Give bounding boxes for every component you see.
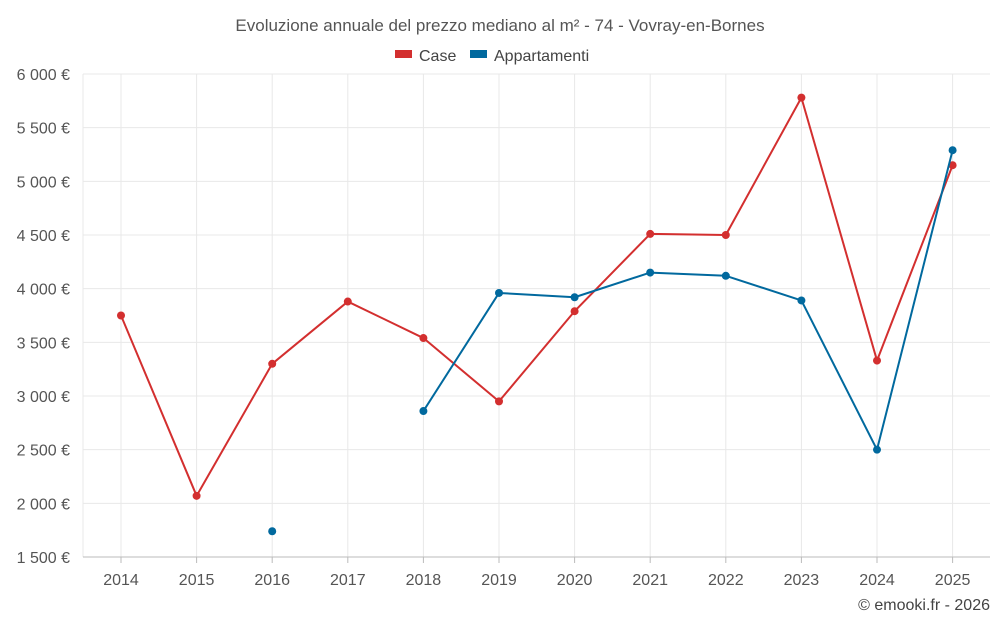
x-tick-label: 2014 xyxy=(103,572,139,589)
x-tick-label: 2018 xyxy=(406,572,442,589)
data-point-appartamenti xyxy=(948,146,957,155)
data-point-appartamenti xyxy=(419,407,428,416)
y-tick-label: 4 500 € xyxy=(17,228,70,245)
y-tick-label: 2 500 € xyxy=(17,443,70,460)
data-point-appartamenti xyxy=(721,271,730,280)
series-line-appartamenti xyxy=(422,149,954,451)
data-point-case xyxy=(343,297,352,306)
x-tick-label: 2022 xyxy=(708,572,744,589)
data-point-appartamenti xyxy=(268,527,277,536)
y-tick-label: 5 500 € xyxy=(17,121,70,138)
x-tick-label: 2023 xyxy=(784,572,820,589)
legend-swatch-case xyxy=(395,50,412,58)
x-tick-label: 2025 xyxy=(935,572,971,589)
series-case xyxy=(117,93,957,500)
data-point-appartamenti xyxy=(646,268,655,277)
y-tick-label: 1 500 € xyxy=(17,550,70,567)
data-point-appartamenti xyxy=(570,293,579,302)
legend-label-appartamenti: Appartamenti xyxy=(494,48,589,65)
grid xyxy=(82,73,990,558)
legend: Case Appartamenti xyxy=(395,48,589,65)
series-group xyxy=(117,93,957,536)
series-appartamenti xyxy=(268,146,957,536)
data-point-appartamenti xyxy=(797,296,806,305)
y-tick-label: 4 000 € xyxy=(17,282,70,299)
x-axis: 2014 2015 2016 2017 2018 2019 2020 2021 2022 2023… xyxy=(83,556,990,589)
x-tick-label: 2020 xyxy=(557,572,593,589)
x-tick-label: 2016 xyxy=(254,572,290,589)
data-point-case xyxy=(419,334,428,343)
data-point-case xyxy=(948,161,957,170)
x-tick-label: 2017 xyxy=(330,572,366,589)
data-point-case xyxy=(570,307,579,316)
data-point-case xyxy=(797,93,806,102)
data-point-case xyxy=(495,397,503,406)
y-tick-label: 3 000 € xyxy=(17,389,70,406)
data-point-case xyxy=(268,359,277,368)
x-tick-label: 2015 xyxy=(179,572,215,589)
data-point-case xyxy=(192,491,201,500)
data-point-case xyxy=(721,231,730,239)
data-point-appartamenti xyxy=(495,288,503,297)
x-tick-label: 2019 xyxy=(481,572,517,589)
legend-swatch-appartamenti xyxy=(470,50,487,58)
legend-label-case: Case xyxy=(419,48,456,65)
y-tick-label: 5 000 € xyxy=(17,174,70,191)
credit-text: © emooki.fr - 2026 xyxy=(858,597,990,614)
y-tick-label: 3 500 € xyxy=(17,335,70,352)
x-tick-label: 2021 xyxy=(632,572,668,589)
data-point-case xyxy=(873,356,881,365)
y-axis: 1 500 € 2 000 € 2 500 € 3 000 € 3 500 € 4 000… xyxy=(17,67,70,567)
series-line-case xyxy=(120,96,954,497)
data-point-case xyxy=(117,311,125,320)
y-tick-label: 6 000 € xyxy=(17,67,70,84)
data-point-case xyxy=(646,229,655,238)
data-point-appartamenti xyxy=(873,445,881,454)
chart-title: Evoluzione annuale del prezzo mediano al… xyxy=(235,16,764,35)
x-tick-label: 2024 xyxy=(859,572,895,589)
y-tick-label: 2 000 € xyxy=(17,496,70,513)
